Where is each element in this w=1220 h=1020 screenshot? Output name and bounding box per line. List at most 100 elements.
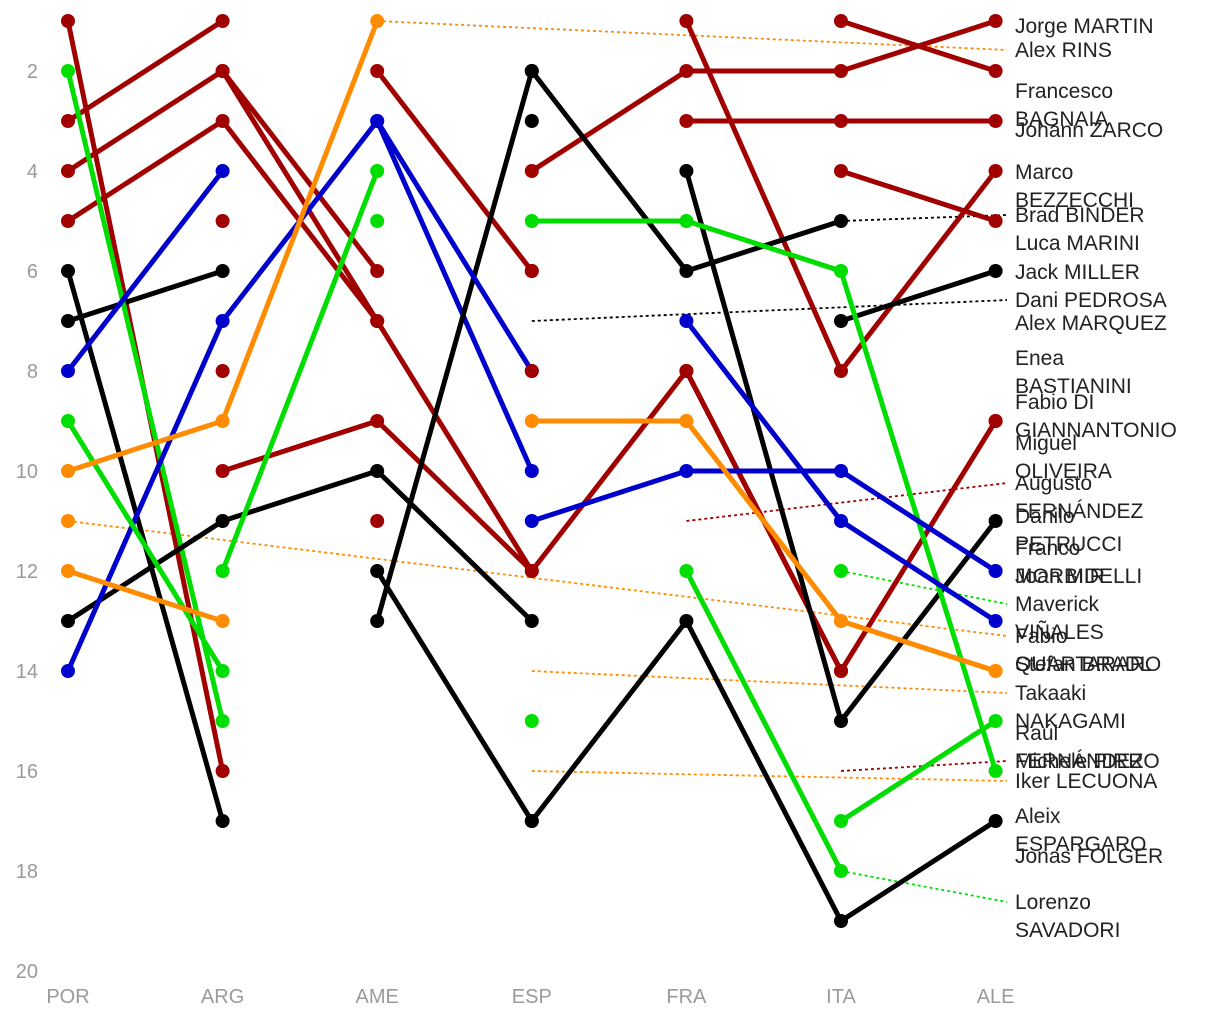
segment-7-line [529,68,689,274]
segment-17-line [529,468,689,524]
aleix-espargaro-line [374,568,535,824]
segment-2-line [683,18,844,374]
rider-label: Brad BINDER [1015,204,1145,227]
rider-label-line: MORBIDELLI [1015,565,1142,588]
segment-9-line [374,68,535,624]
rider-label-line: Augusto [1015,472,1092,495]
franco-morbidelli-line [65,168,226,374]
rider-label-line: Aleix [1015,805,1061,828]
danilo-petrucci-point [215,514,230,528]
rider-label-line: Danilo [1015,505,1075,528]
y-tick-label: 8 [27,361,38,383]
segment-17-point [834,464,848,478]
rider-label: Takaaki NAKAGAMI [1015,682,1126,733]
rider-label: Francesco BAGNAIA [1015,80,1113,131]
x-tick-label: AME [356,986,399,1008]
danilo-petrucci-point [524,614,539,628]
y-tick-label: 4 [27,161,38,183]
rider-label-line: NAKAGAMI [1015,710,1126,733]
rider-label: Johann ZARCO [1015,119,1163,142]
segment-14-line [683,568,844,874]
enea-bastianini-point [215,364,230,378]
series-lines [65,18,999,924]
segment-10-line [529,618,689,824]
y-tick-label: 16 [16,761,38,783]
dotted-link [840,760,1008,772]
segment-25-point [834,564,848,578]
rider-label-line: Joan MIR [1015,565,1105,588]
rider-label: Alex RINS [1015,39,1112,62]
segment-18-point [988,614,1003,628]
miguel-oliveira-point [61,64,75,78]
dotted-links [67,20,1008,903]
danilo-petrucci-line [374,468,535,624]
segment-13-point [988,764,1003,778]
segment-15-point [988,714,1003,728]
fabio-quartararo-line [65,418,226,474]
rider-label-line: Michele PIRRO [1015,750,1160,773]
segment-22-point [524,114,539,128]
fabio-di-giannantonio-point [370,64,385,78]
jack-miller-point [61,314,75,328]
segment-9-point [370,614,385,628]
rider-label-line: Jorge MARTIN [1015,15,1153,38]
y-tick-label: 6 [27,261,38,283]
rider-label-line: Miguel [1015,432,1077,455]
jorge-martin-line [65,118,226,224]
y-tick-label: 2 [27,61,38,83]
segment-19-point [679,414,694,428]
rider-label-line: QUARTARARO [1015,653,1161,676]
miguel-oliveira-point [215,714,230,728]
rider-label-line: Jonas FOLGER [1015,845,1163,868]
segment-4-point [988,214,1003,228]
rider-label-line: GIANNANTONIO [1015,419,1177,442]
segment-7-point [834,214,848,228]
segment-23-point [524,364,539,378]
segment-8-point [679,164,694,178]
fabio-quartararo-point [370,14,385,28]
luca-marini-line [374,418,535,574]
segment-20-point [370,514,385,528]
segment-14-point [834,864,848,878]
segment-21-point [215,214,230,228]
rau-l-ferna-ndez-line [220,168,380,574]
rider-label-line: Jack MILLER [1015,261,1140,284]
rider-label-line: Alex MARQUEZ [1015,312,1167,335]
danilo-petrucci-line [65,518,226,624]
rider-label-line: Brad BINDER [1015,204,1145,227]
rider-label-line: FERNÁNDEZ [1015,500,1144,523]
stefan-bradl-point [215,614,230,628]
segment-11-point [834,314,848,328]
rider-label: Maverick VIÑALES [1015,593,1104,644]
x-tick-label: ALE [977,986,1015,1008]
stefan-bradl-line [65,568,226,624]
segment-13-point [524,214,539,228]
segment-9-point [524,64,539,78]
jorge-martin-line [838,418,999,674]
rider-label-line: PETRUCCI [1015,533,1122,556]
alex-marquez-point [215,64,230,78]
augusto-ferna-ndez-line [529,68,689,174]
jorge-martin-line [374,318,535,574]
dotted-link [531,670,1008,694]
rider-label-line: Maverick [1015,593,1100,616]
maverick-vin-ales-point [61,414,75,428]
axes: 2 4 6 8 10 12 14 16 18 20 POR ARG AME ESP FRA ITA ALE [16,61,1015,1008]
rau-l-ferna-ndez-point [215,564,230,578]
segment-16-line [374,118,535,374]
rider-label: Augusto FERNÁNDEZ [1015,472,1144,523]
segment-0-point [524,264,539,278]
fabio-di-giannantonio-line [374,68,535,274]
rider-label: Michele PIRRO [1015,750,1160,773]
segment-17-point [524,514,539,528]
rider-label-line: BASTIANINI [1015,375,1132,398]
segment-4-line [838,168,999,224]
segment-17-line [838,468,999,574]
segment-13-point [834,264,848,278]
segment-10-point [988,814,1003,828]
marco-bezzecchi-line [65,18,226,124]
augusto-ferna-ndez-point [679,64,694,78]
rider-label: Stefan BRADL [1015,653,1152,676]
